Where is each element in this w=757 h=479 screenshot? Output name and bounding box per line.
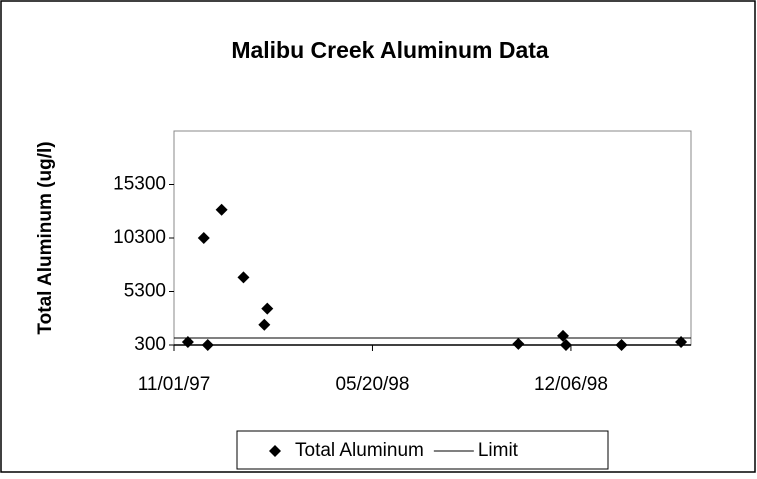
- data-point: [615, 339, 628, 351]
- data-point: [258, 318, 271, 331]
- data-point: [556, 329, 569, 342]
- data-point: [215, 203, 228, 216]
- legend-label: Limit: [478, 440, 519, 461]
- data-point: [675, 336, 688, 349]
- legend-label: Total Aluminum: [295, 440, 424, 461]
- legend-box: [236, 430, 609, 470]
- data-point: [559, 339, 572, 351]
- data-point: [197, 232, 210, 244]
- chart-title: Malibu Creek Aluminum Data: [231, 37, 549, 63]
- x-tick-label: 11/01/97: [138, 374, 211, 395]
- x-tick-label: 05/20/98: [335, 374, 409, 395]
- y-axis-label: Total Aluminum (ug/l): [35, 141, 56, 334]
- y-tick-label: 300: [134, 334, 166, 355]
- y-tick-label: 15300: [113, 174, 166, 195]
- x-tick-label: 12/06/98: [534, 374, 608, 395]
- legend-marker: [269, 445, 281, 457]
- data-point: [261, 302, 274, 315]
- data-point: [237, 271, 250, 284]
- data-point: [201, 339, 214, 351]
- data-point: [181, 336, 194, 349]
- y-tick-label: 10300: [113, 227, 166, 248]
- data-point: [512, 337, 525, 350]
- y-tick-label: 5300: [124, 281, 166, 302]
